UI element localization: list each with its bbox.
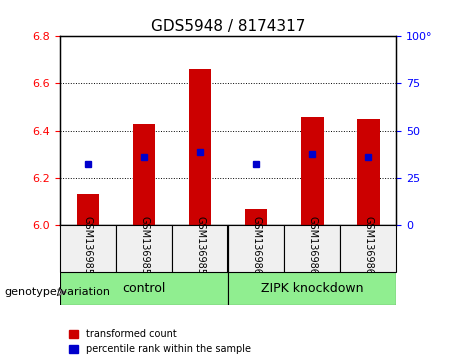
- FancyBboxPatch shape: [228, 272, 396, 305]
- Bar: [133, 124, 155, 225]
- FancyBboxPatch shape: [340, 225, 396, 272]
- Bar: [301, 117, 324, 225]
- Text: GSM1369864: GSM1369864: [363, 216, 373, 281]
- FancyBboxPatch shape: [284, 225, 340, 272]
- FancyBboxPatch shape: [116, 225, 172, 272]
- Bar: [77, 195, 99, 225]
- Title: GDS5948 / 8174317: GDS5948 / 8174317: [151, 19, 305, 34]
- FancyBboxPatch shape: [60, 272, 228, 305]
- Bar: [245, 209, 267, 225]
- Text: GSM1369863: GSM1369863: [307, 216, 317, 281]
- Legend: transformed count, percentile rank within the sample: transformed count, percentile rank withi…: [65, 326, 255, 358]
- Text: ZIPK knockdown: ZIPK knockdown: [261, 282, 364, 295]
- Text: GSM1369857: GSM1369857: [139, 216, 149, 281]
- Text: genotype/variation: genotype/variation: [5, 287, 111, 297]
- FancyBboxPatch shape: [228, 225, 284, 272]
- Text: GSM1369862: GSM1369862: [251, 216, 261, 281]
- Text: GSM1369856: GSM1369856: [83, 216, 93, 281]
- FancyBboxPatch shape: [60, 225, 116, 272]
- Text: GSM1369858: GSM1369858: [195, 216, 205, 281]
- Bar: [189, 69, 211, 225]
- Bar: [357, 119, 379, 225]
- FancyBboxPatch shape: [172, 225, 228, 272]
- Text: control: control: [122, 282, 166, 295]
